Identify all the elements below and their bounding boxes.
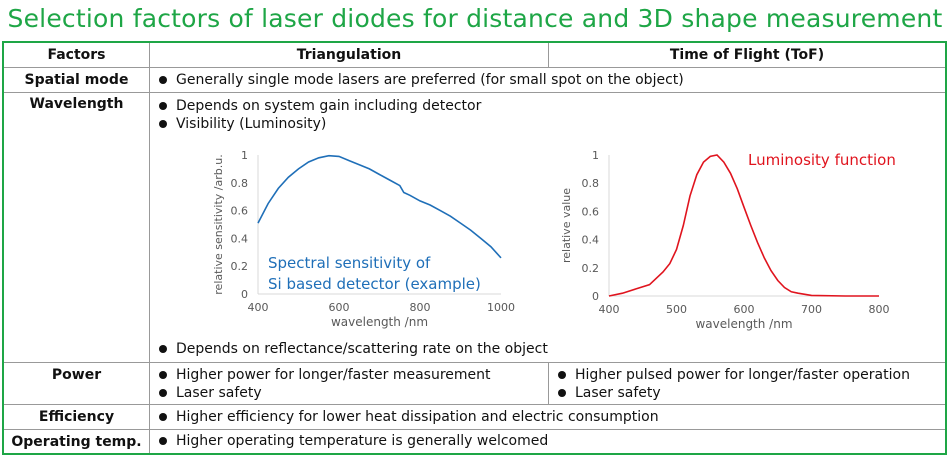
x-tick-label: 400 xyxy=(248,301,269,314)
power-tof-cell: Higher pulsed power for longer/faster op… xyxy=(549,363,945,405)
y-axis-label: relative value xyxy=(560,188,573,263)
y-tick-label: 0 xyxy=(241,288,248,301)
y-tick-label: 0.6 xyxy=(582,205,600,218)
bullet-item: Depends on system gain including detecto… xyxy=(150,97,945,115)
page-title: Selection factors of laser diodes for di… xyxy=(7,4,943,33)
header-factors: Factors xyxy=(4,43,150,68)
chart-annotation: Luminosity function xyxy=(748,151,896,169)
x-tick-label: 500 xyxy=(666,303,687,316)
x-tick-label: 800 xyxy=(869,303,890,316)
row-label-power: Power xyxy=(4,363,150,405)
chart-annotation: Spectral sensitivity of xyxy=(268,254,431,272)
spatial-cell: Generally single mode lasers are preferr… xyxy=(150,68,945,93)
y-tick-label: 1 xyxy=(592,149,599,162)
header-triangulation: Triangulation xyxy=(150,43,549,68)
y-tick-label: 0.2 xyxy=(582,262,600,275)
x-tick-label: 400 xyxy=(599,303,620,316)
row-label-wavelength: Wavelength xyxy=(4,93,150,363)
bullet-item: Higher pulsed power for longer/faster op… xyxy=(549,366,945,384)
bullet-item: Higher power for longer/faster measureme… xyxy=(150,366,548,384)
x-tick-label: 800 xyxy=(410,301,431,314)
row-label-spatial: Spatial mode xyxy=(4,68,150,93)
bullet-item: Higher operating temperature is generall… xyxy=(150,432,945,450)
bullet-item: Laser safety xyxy=(549,384,945,402)
header-tof: Time of Flight (ToF) xyxy=(549,43,945,68)
bullet-item: Visibility (Luminosity) xyxy=(150,115,945,133)
bullet-item: Laser safety xyxy=(150,384,548,402)
y-axis-label: relative sensitivity /arb.u. xyxy=(212,154,225,294)
efficiency-cell: Higher efficiency for lower heat dissipa… xyxy=(150,405,945,430)
x-tick-label: 600 xyxy=(329,301,350,314)
wavelength-cell: Depends on system gain including detecto… xyxy=(150,93,945,363)
factors-table: Factors Triangulation Time of Flight (To… xyxy=(2,41,947,455)
series-line xyxy=(608,154,879,297)
row-label-efficiency: Efficiency xyxy=(4,405,150,430)
y-tick-label: 0.6 xyxy=(231,205,249,218)
x-tick-label: 700 xyxy=(801,303,822,316)
y-tick-label: 0.2 xyxy=(231,260,249,273)
chart-annotation: Si based detector (example) xyxy=(268,275,481,293)
bullet-item: Generally single mode lasers are preferr… xyxy=(150,71,945,89)
y-tick-label: 1 xyxy=(241,149,248,162)
x-tick-label: 1000 xyxy=(487,301,515,314)
x-axis-label: wavelength /nm xyxy=(695,317,792,331)
y-tick-label: 0.8 xyxy=(582,177,600,190)
bullet-item: Higher efficiency for lower heat dissipa… xyxy=(150,408,945,426)
operating-cell: Higher operating temperature is generall… xyxy=(150,430,945,453)
bullet-item: Depends on reflectance/scattering rate o… xyxy=(150,340,548,358)
x-axis-label: wavelength /nm xyxy=(331,315,428,329)
y-tick-label: 0.8 xyxy=(231,177,249,190)
row-label-operating: Operating temp. xyxy=(4,430,150,453)
power-triangulation-cell: Higher power for longer/faster measureme… xyxy=(150,363,549,405)
y-tick-label: 0.4 xyxy=(582,234,600,247)
y-tick-label: 0.4 xyxy=(231,232,249,245)
y-tick-label: 0 xyxy=(592,290,599,303)
x-tick-label: 600 xyxy=(734,303,755,316)
series-line xyxy=(257,154,502,259)
